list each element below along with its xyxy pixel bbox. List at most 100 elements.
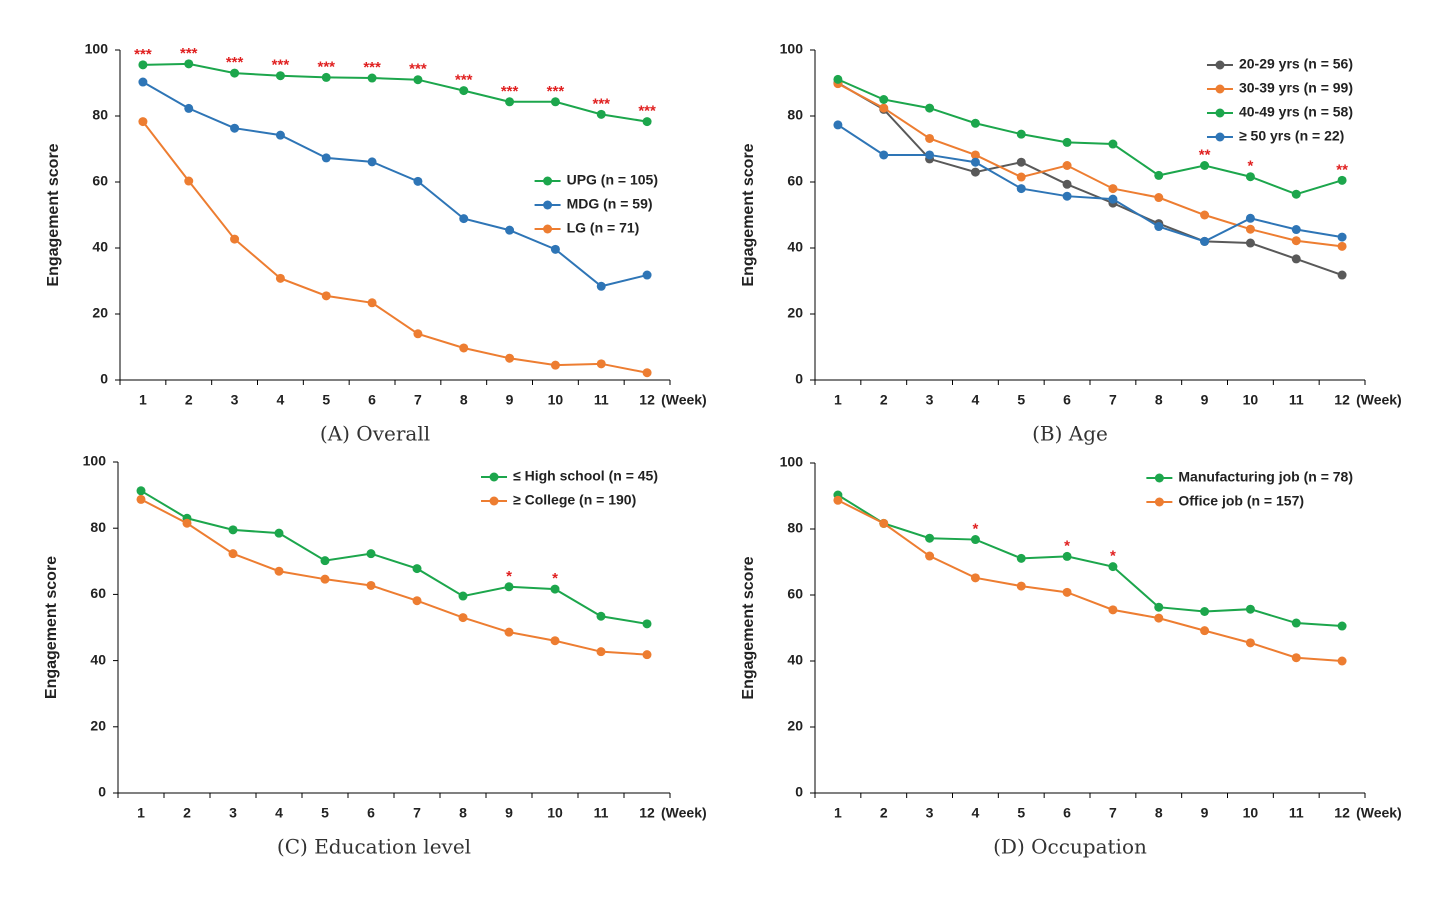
data-point	[274, 566, 284, 576]
y-tick-label: 40	[787, 239, 803, 255]
y-tick-label: 100	[85, 41, 109, 57]
y-axis-label: Engagement score	[740, 556, 757, 699]
series-line	[837, 78, 1343, 196]
data-point	[1062, 551, 1072, 561]
x-tick-label: 10	[547, 805, 563, 821]
x-tick-label: 3	[229, 805, 237, 821]
x-tick-label: 11	[1289, 392, 1304, 408]
y-tick-label: 0	[98, 784, 106, 800]
legend-marker	[1215, 108, 1225, 118]
y-tick-label: 0	[100, 371, 108, 387]
data-point	[642, 270, 652, 280]
x-tick-label: 4	[972, 392, 980, 408]
x-tick-label: 12	[639, 392, 655, 408]
x-tick-label: 7	[414, 392, 422, 408]
data-point	[879, 518, 889, 528]
data-point	[412, 596, 422, 606]
x-tick-label: 9	[505, 805, 513, 821]
x-tick-label: 6	[367, 805, 375, 821]
series-line	[142, 62, 648, 123]
y-tick-label: 20	[787, 718, 803, 734]
significance-mark: ***	[317, 58, 335, 75]
data-point	[1016, 581, 1026, 591]
data-point	[459, 343, 469, 353]
data-point	[1337, 656, 1347, 666]
data-point	[596, 359, 606, 369]
data-point	[136, 486, 146, 496]
data-point	[1291, 618, 1301, 628]
data-point	[550, 97, 560, 107]
caption: (D) Occupation	[993, 835, 1147, 859]
significance-mark: *	[1110, 548, 1116, 565]
x-tick-label: 5	[1017, 805, 1025, 821]
data-point	[925, 103, 935, 113]
x-tick-label: 8	[1155, 805, 1163, 821]
x-tick-label: 3	[926, 392, 934, 408]
data-point	[504, 582, 514, 592]
significance-mark: ***	[501, 83, 519, 100]
x-tick-label: 6	[1063, 392, 1071, 408]
significance-mark: ***	[226, 54, 244, 71]
data-point	[925, 533, 935, 543]
data-point	[1200, 626, 1210, 636]
x-tick-label: 1	[137, 805, 145, 821]
y-tick-label: 40	[92, 239, 108, 255]
y-tick-label: 40	[787, 652, 803, 668]
data-point	[321, 72, 331, 82]
data-point	[1154, 613, 1164, 623]
x-tick-label: 9	[506, 392, 514, 408]
x-axis-label: (Week)	[1356, 392, 1402, 408]
data-point	[275, 71, 285, 81]
data-point	[184, 176, 194, 186]
data-point	[879, 150, 889, 160]
y-tick-label: 60	[787, 586, 803, 602]
legend-label: 30-39 yrs (n = 99)	[1239, 80, 1353, 96]
data-point	[136, 494, 146, 504]
significance-mark: **	[1199, 146, 1211, 163]
caption: (A) Overall	[320, 422, 430, 446]
data-point	[458, 591, 468, 601]
y-tick-label: 40	[90, 651, 106, 667]
x-tick-label: 1	[834, 805, 842, 821]
data-point	[1200, 161, 1210, 170]
significance-mark: ***	[180, 45, 198, 62]
data-point	[1245, 224, 1255, 234]
data-point	[274, 528, 284, 538]
legend-marker	[1154, 497, 1164, 507]
y-tick-label: 20	[92, 305, 108, 321]
x-tick-label: 8	[460, 392, 468, 408]
series-line	[837, 494, 1343, 628]
data-point	[367, 157, 377, 167]
data-point	[1291, 225, 1301, 235]
data-point	[1200, 236, 1210, 246]
significance-mark: *	[506, 568, 512, 585]
legend-marker	[543, 176, 553, 186]
data-point	[970, 573, 980, 583]
data-point	[1337, 175, 1347, 185]
data-point	[596, 647, 606, 657]
data-point	[1016, 129, 1026, 139]
significance-mark: ***	[134, 46, 152, 63]
data-point	[1062, 191, 1072, 201]
legend: Manufacturing job (n = 78) Office job (n …	[1146, 469, 1353, 509]
x-axis-label: (Week)	[661, 805, 707, 821]
data-point	[642, 368, 652, 378]
legend: 20-29 yrs (n = 56) 30-39 yrs (n = 99) 40-4…	[1206, 56, 1353, 144]
x-tick-label: 8	[1155, 392, 1163, 408]
data-point	[228, 549, 238, 559]
data-point	[1108, 194, 1118, 204]
y-tick-label: 20	[90, 718, 106, 734]
data-point	[505, 353, 515, 363]
series-line	[837, 82, 1343, 248]
x-tick-label: 11	[1289, 805, 1304, 821]
data-point	[366, 580, 376, 590]
data-point	[366, 549, 376, 559]
x-tick-label: 5	[322, 392, 330, 408]
data-point	[550, 584, 560, 594]
data-point	[1016, 184, 1026, 194]
data-point	[1245, 213, 1255, 223]
x-tick-label: 9	[1201, 805, 1209, 821]
data-point	[1108, 184, 1118, 194]
y-tick-label: 100	[83, 453, 107, 469]
